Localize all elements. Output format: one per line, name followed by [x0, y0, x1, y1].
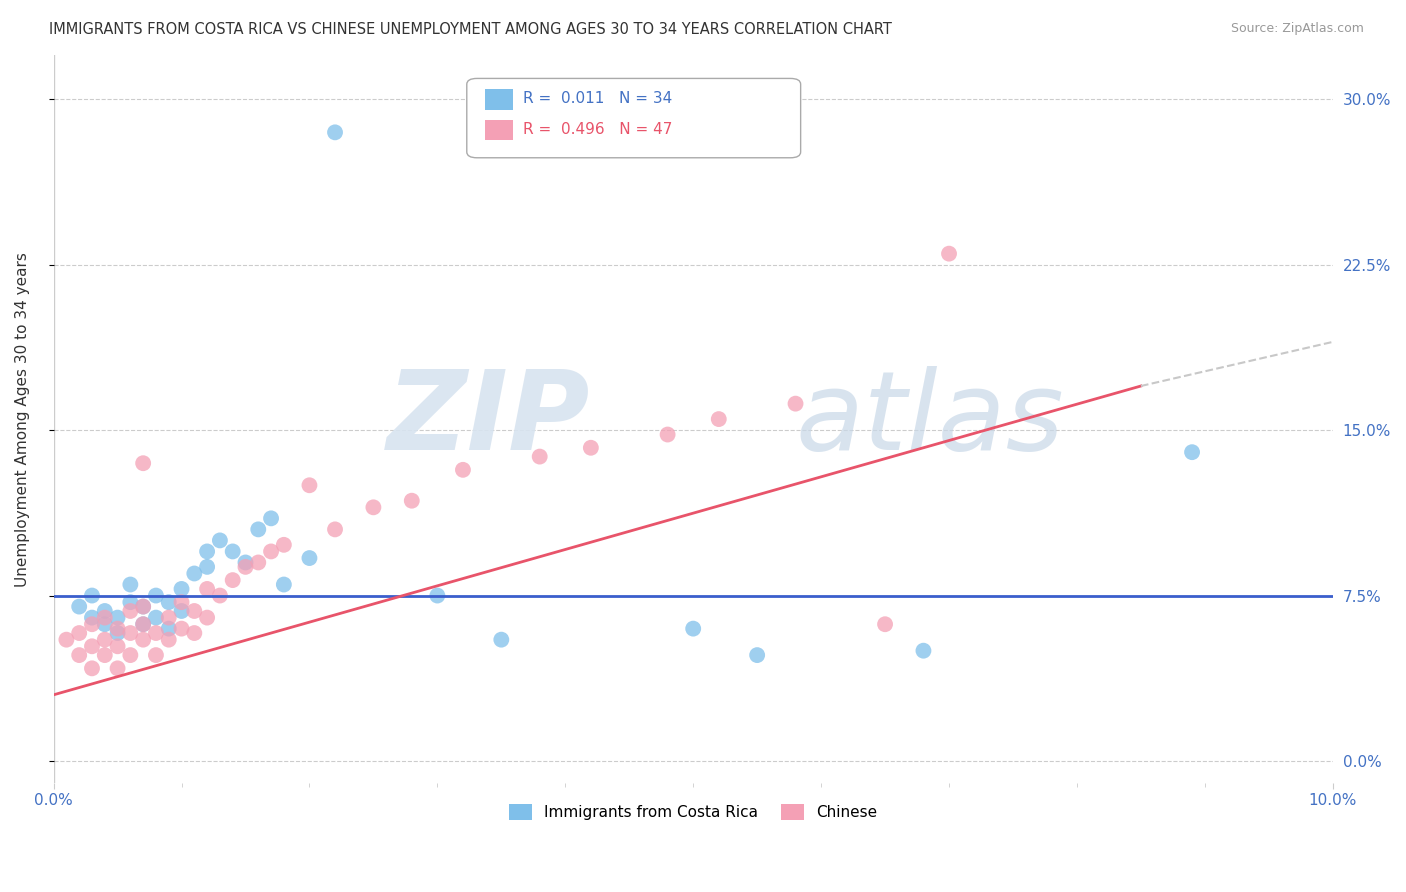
- Point: [107, 610, 129, 624]
- Text: R =  0.011   N = 34: R = 0.011 N = 34: [523, 91, 672, 106]
- Point: [80, 617, 103, 632]
- Bar: [485, 89, 513, 110]
- Point: [195, 544, 218, 558]
- Point: [94, 617, 117, 632]
- Point: [145, 648, 167, 662]
- Point: [273, 538, 295, 552]
- Point: [195, 582, 218, 596]
- Point: [195, 560, 218, 574]
- Point: [183, 626, 205, 640]
- Point: [120, 595, 142, 609]
- FancyBboxPatch shape: [467, 78, 800, 158]
- Point: [157, 610, 180, 624]
- Text: IMMIGRANTS FROM COSTA RICA VS CHINESE UNEMPLOYMENT AMONG AGES 30 TO 34 YEARS COR: IMMIGRANTS FROM COSTA RICA VS CHINESE UN…: [49, 22, 891, 37]
- Point: [298, 551, 321, 566]
- Text: Source: ZipAtlas.com: Source: ZipAtlas.com: [1230, 22, 1364, 36]
- Point: [120, 648, 142, 662]
- Point: [94, 632, 117, 647]
- Point: [157, 622, 180, 636]
- Point: [785, 397, 807, 411]
- Point: [107, 626, 129, 640]
- Text: R =  0.496   N = 47: R = 0.496 N = 47: [523, 122, 672, 136]
- Text: ZIP: ZIP: [388, 366, 591, 473]
- Point: [157, 632, 180, 647]
- Point: [707, 412, 730, 426]
- Point: [94, 648, 117, 662]
- Point: [145, 626, 167, 640]
- Point: [451, 463, 474, 477]
- Point: [222, 544, 245, 558]
- Point: [183, 604, 205, 618]
- Point: [298, 478, 321, 492]
- Point: [747, 648, 769, 662]
- Point: [323, 522, 346, 536]
- Point: [120, 626, 142, 640]
- Point: [426, 589, 449, 603]
- Point: [132, 632, 155, 647]
- Text: atlas: atlas: [796, 366, 1064, 473]
- Point: [80, 610, 103, 624]
- Point: [235, 556, 257, 570]
- Point: [260, 511, 283, 525]
- Point: [323, 125, 346, 139]
- Point: [67, 626, 90, 640]
- Point: [107, 622, 129, 636]
- Point: [55, 632, 77, 647]
- Point: [94, 610, 117, 624]
- Point: [170, 582, 193, 596]
- Point: [491, 632, 513, 647]
- Point: [170, 595, 193, 609]
- Point: [208, 589, 231, 603]
- Point: [938, 246, 960, 260]
- Point: [195, 610, 218, 624]
- Point: [94, 604, 117, 618]
- Point: [67, 599, 90, 614]
- Point: [208, 533, 231, 548]
- Point: [80, 589, 103, 603]
- Point: [912, 643, 935, 657]
- Point: [107, 640, 129, 654]
- Point: [132, 617, 155, 632]
- Point: [67, 648, 90, 662]
- Point: [1181, 445, 1204, 459]
- Point: [657, 427, 679, 442]
- Point: [145, 610, 167, 624]
- Point: [132, 617, 155, 632]
- Point: [682, 622, 704, 636]
- Point: [247, 556, 270, 570]
- Point: [120, 604, 142, 618]
- Point: [401, 493, 423, 508]
- Point: [363, 500, 385, 515]
- Point: [873, 617, 896, 632]
- Point: [273, 577, 295, 591]
- Point: [222, 573, 245, 587]
- Point: [132, 599, 155, 614]
- Point: [247, 522, 270, 536]
- Point: [132, 456, 155, 470]
- Point: [120, 577, 142, 591]
- Point: [145, 589, 167, 603]
- Point: [235, 560, 257, 574]
- Bar: [485, 120, 513, 140]
- Point: [80, 640, 103, 654]
- Y-axis label: Unemployment Among Ages 30 to 34 years: Unemployment Among Ages 30 to 34 years: [15, 252, 30, 587]
- Point: [183, 566, 205, 581]
- Point: [132, 599, 155, 614]
- Point: [170, 604, 193, 618]
- Point: [80, 661, 103, 675]
- Point: [170, 622, 193, 636]
- Point: [579, 441, 602, 455]
- Point: [107, 661, 129, 675]
- Point: [157, 595, 180, 609]
- Point: [260, 544, 283, 558]
- Point: [529, 450, 551, 464]
- Legend: Immigrants from Costa Rica, Chinese: Immigrants from Costa Rica, Chinese: [503, 798, 883, 826]
